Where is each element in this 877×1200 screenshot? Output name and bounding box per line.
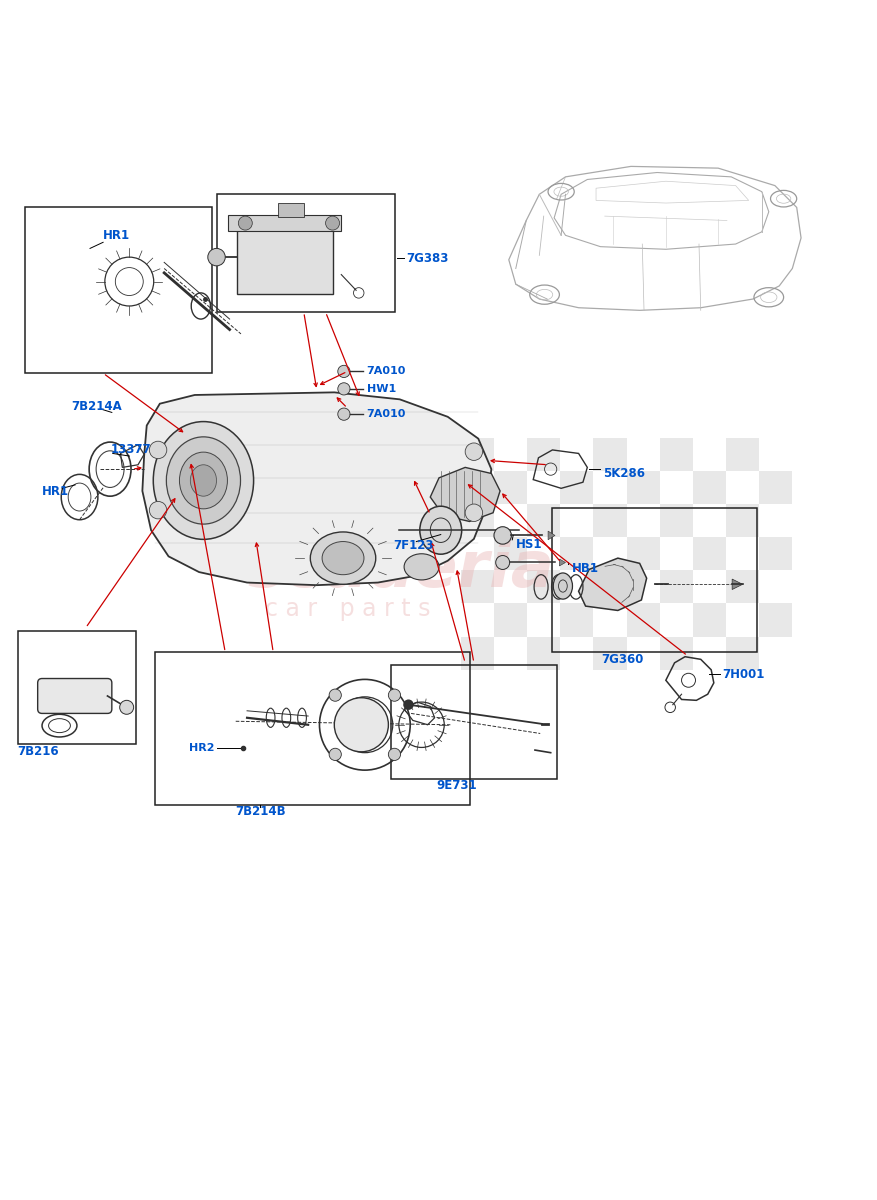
Bar [552, 509, 757, 653]
Text: 7A010: 7A010 [367, 366, 405, 377]
Polygon shape [731, 580, 742, 589]
Polygon shape [559, 559, 565, 566]
Text: HW1: HW1 [367, 384, 396, 394]
Bar [593, 504, 626, 538]
Bar [560, 604, 593, 637]
Circle shape [329, 749, 341, 761]
Circle shape [388, 689, 400, 701]
Text: 7B216: 7B216 [18, 745, 59, 758]
Text: HS1: HS1 [515, 538, 542, 551]
Text: 7B214A: 7B214A [71, 400, 121, 413]
Text: HR2: HR2 [189, 743, 214, 754]
Bar [25, 208, 212, 373]
Ellipse shape [334, 697, 388, 752]
Bar [560, 470, 593, 504]
Bar [494, 470, 526, 504]
Bar [626, 538, 659, 570]
Ellipse shape [322, 541, 364, 575]
Bar [228, 215, 341, 230]
Ellipse shape [153, 421, 253, 539]
Circle shape [465, 504, 482, 522]
Bar [725, 438, 759, 470]
Bar [593, 438, 626, 470]
Text: 7G360: 7G360 [601, 653, 643, 666]
Bar [277, 203, 303, 217]
Bar [692, 604, 725, 637]
Text: 13377: 13377 [111, 444, 152, 456]
Polygon shape [578, 558, 645, 611]
Bar [560, 538, 593, 570]
Ellipse shape [553, 572, 572, 599]
Bar [659, 438, 692, 470]
Circle shape [149, 442, 167, 458]
Circle shape [149, 502, 167, 518]
Bar [460, 637, 494, 670]
Bar [759, 470, 791, 504]
Bar [236, 224, 332, 294]
Text: HR1: HR1 [42, 485, 69, 498]
Bar [155, 653, 469, 805]
Bar [659, 637, 692, 670]
Circle shape [119, 701, 133, 714]
Bar [692, 538, 725, 570]
Text: c a r   p a r t s: c a r p a r t s [264, 596, 430, 620]
Bar [526, 570, 560, 604]
Bar [626, 604, 659, 637]
Circle shape [338, 365, 350, 378]
Bar [659, 570, 692, 604]
Circle shape [329, 689, 341, 701]
Circle shape [238, 216, 252, 230]
Bar [217, 194, 395, 312]
Text: 5K286: 5K286 [602, 467, 645, 480]
Bar [526, 438, 560, 470]
Ellipse shape [403, 553, 438, 580]
Text: 9E731: 9E731 [436, 779, 476, 792]
Text: scuderia: scuderia [246, 539, 553, 600]
Bar [526, 504, 560, 538]
Text: HR1: HR1 [103, 229, 130, 242]
Text: 7A010: 7A010 [367, 409, 405, 419]
Text: HB1: HB1 [571, 562, 598, 575]
Circle shape [338, 408, 350, 420]
Text: 7G383: 7G383 [405, 252, 448, 264]
Ellipse shape [166, 437, 240, 524]
Bar [759, 538, 791, 570]
Polygon shape [547, 532, 554, 540]
Bar [593, 637, 626, 670]
Bar [626, 470, 659, 504]
Bar [390, 666, 556, 779]
Polygon shape [430, 467, 500, 522]
Bar [18, 630, 136, 744]
Bar [494, 538, 526, 570]
Bar [725, 504, 759, 538]
Circle shape [325, 216, 339, 230]
Bar [494, 604, 526, 637]
Polygon shape [142, 392, 491, 586]
Text: 7F123: 7F123 [393, 540, 433, 552]
Circle shape [494, 527, 510, 544]
Ellipse shape [310, 532, 375, 584]
Ellipse shape [419, 506, 461, 554]
Ellipse shape [190, 464, 217, 496]
Circle shape [388, 749, 400, 761]
Circle shape [208, 248, 225, 266]
Bar [460, 570, 494, 604]
Circle shape [338, 383, 350, 395]
FancyBboxPatch shape [38, 678, 111, 714]
Bar [659, 504, 692, 538]
Bar [526, 637, 560, 670]
Bar [593, 570, 626, 604]
Text: 7H001: 7H001 [722, 667, 764, 680]
Bar [692, 470, 725, 504]
Bar [725, 570, 759, 604]
Circle shape [465, 443, 482, 461]
Bar [460, 438, 494, 470]
Bar [759, 604, 791, 637]
Text: 7B214B: 7B214B [234, 805, 285, 817]
Circle shape [496, 556, 509, 570]
Circle shape [403, 700, 413, 710]
Ellipse shape [179, 452, 227, 509]
Bar [725, 637, 759, 670]
Bar [460, 504, 494, 538]
